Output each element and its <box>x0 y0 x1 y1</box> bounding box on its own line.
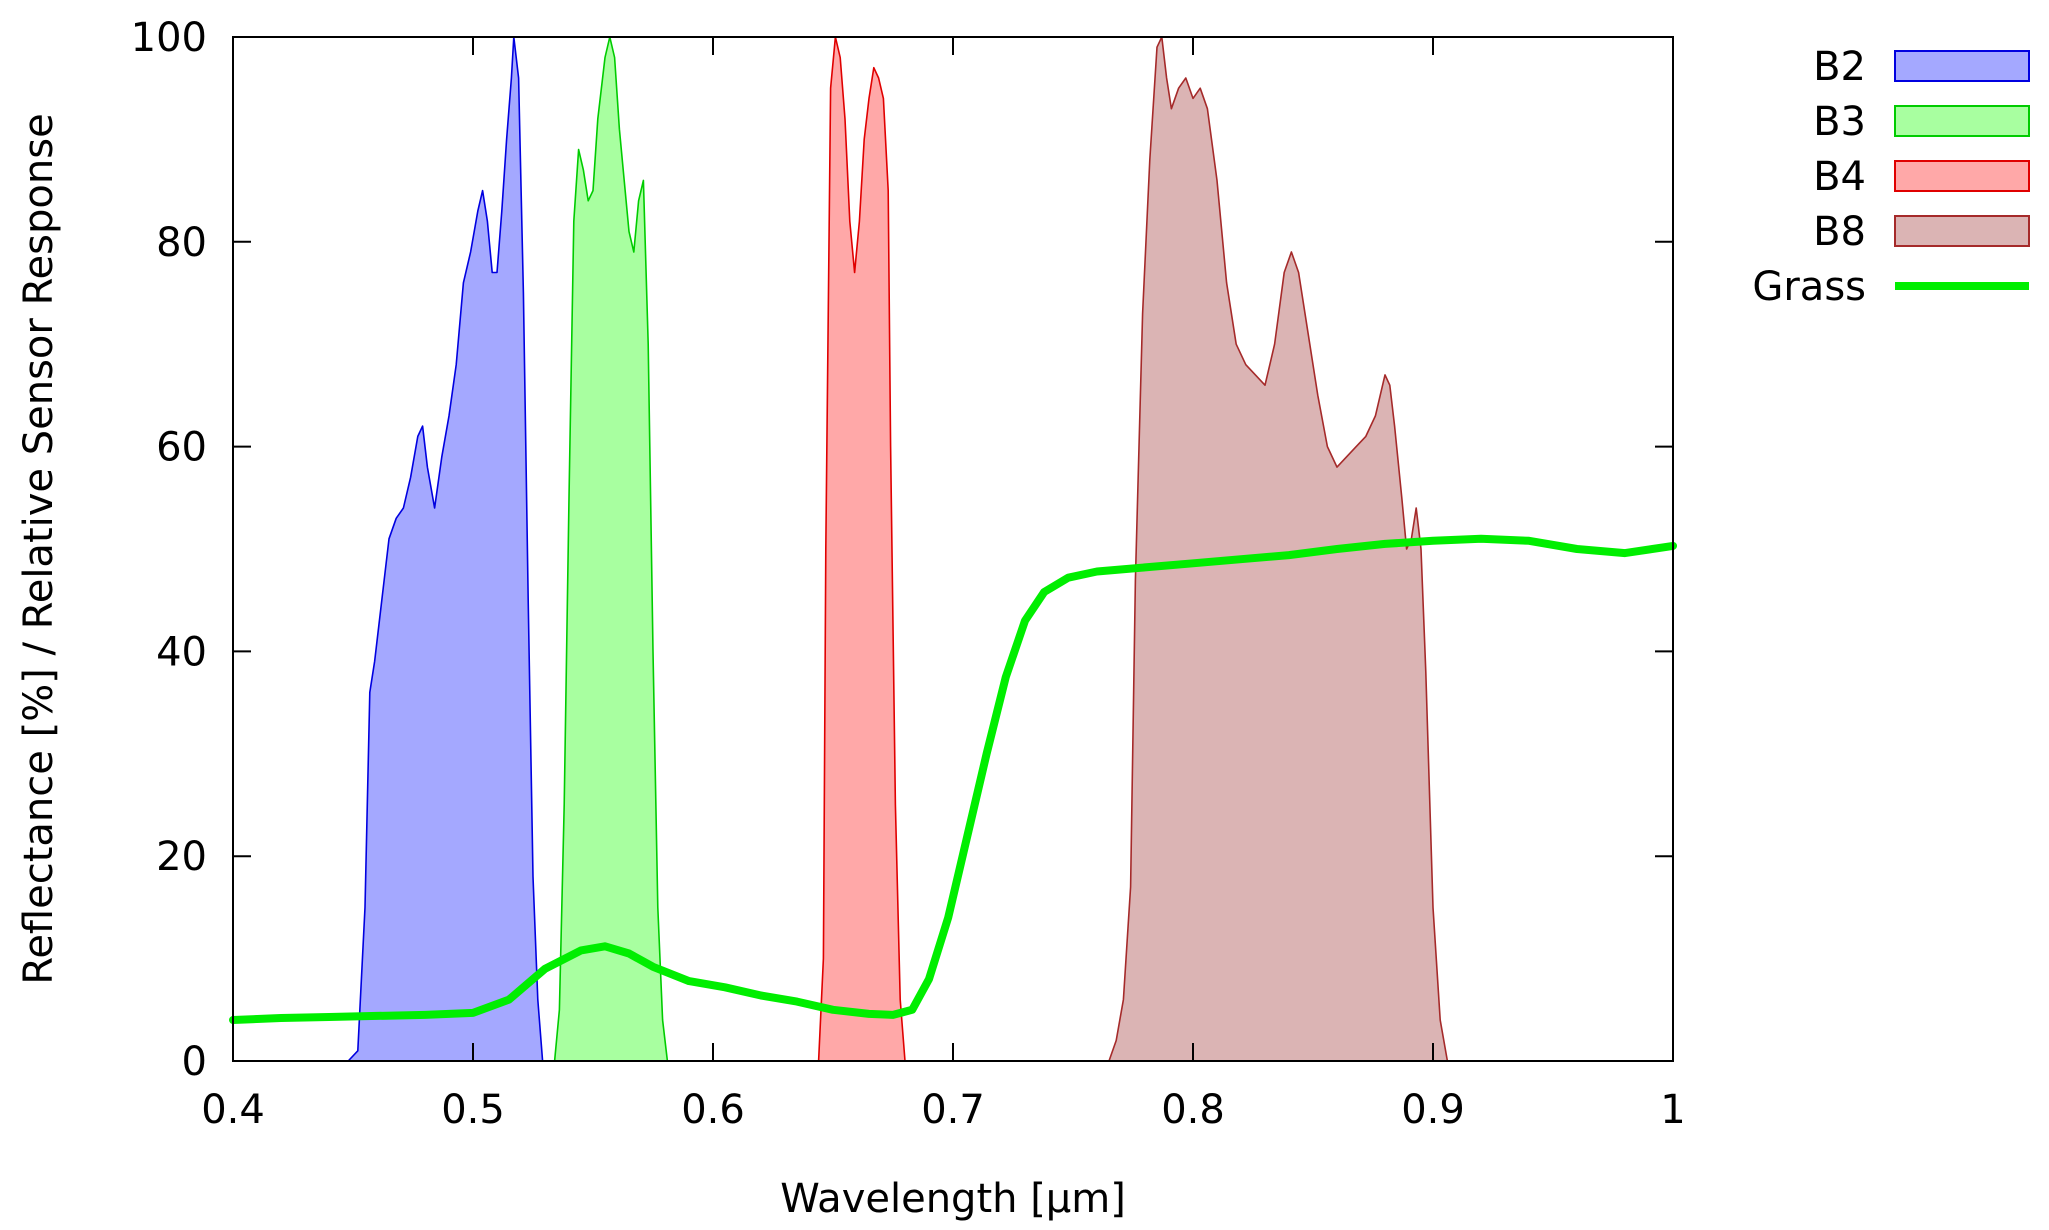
legend-swatch-b4 <box>1894 160 2030 192</box>
legend: B2 B3 B4 B8 Grass <box>1752 44 2030 310</box>
x-axis-label: Wavelength [µm] <box>780 1176 1126 1222</box>
y-tick-label: 100 <box>131 15 207 61</box>
legend-label-b3: B3 <box>1813 99 1866 145</box>
legend-label-b2: B2 <box>1813 44 1866 90</box>
x-tick-label: 0.6 <box>681 1087 745 1133</box>
y-axis-label: Reflectance [%] / Relative Sensor Respon… <box>16 113 62 984</box>
y-tick-label: 40 <box>156 629 207 675</box>
y-tick-label: 60 <box>156 425 207 471</box>
series-area-b8 <box>1096 36 1449 1062</box>
x-tick-label: 0.5 <box>441 1087 505 1133</box>
x-tick-label: 0.9 <box>1401 1087 1465 1133</box>
x-axis-ticks: 0.4 0.5 0.6 0.7 0.8 0.9 1 <box>201 37 1686 1133</box>
y-tick-label: 20 <box>156 834 207 880</box>
series-area-b3 <box>553 36 669 1062</box>
line-series <box>229 534 1677 1024</box>
y-tick-label: 0 <box>182 1039 207 1085</box>
x-tick-label: 0.4 <box>201 1087 265 1133</box>
x-tick-label: 0.8 <box>1161 1087 1225 1133</box>
legend-label-b4: B4 <box>1813 154 1866 200</box>
legend-label-b8: B8 <box>1813 209 1866 255</box>
x-tick-label: 0.7 <box>921 1087 985 1133</box>
legend-swatch-b2 <box>1894 50 2030 82</box>
legend-swatch-b3 <box>1894 105 2030 137</box>
x-tick-label: 1 <box>1660 1087 1685 1133</box>
y-tick-label: 80 <box>156 220 207 266</box>
series-area-b2 <box>328 36 544 1062</box>
legend-label-grass: Grass <box>1752 264 1866 310</box>
series-area-b4 <box>817 36 906 1062</box>
legend-swatch-b8 <box>1894 215 2030 247</box>
y-axis-ticks: 0 20 40 60 80 100 <box>131 15 1673 1085</box>
band-areas <box>328 36 1449 1062</box>
series-line-grass <box>229 534 1677 1024</box>
